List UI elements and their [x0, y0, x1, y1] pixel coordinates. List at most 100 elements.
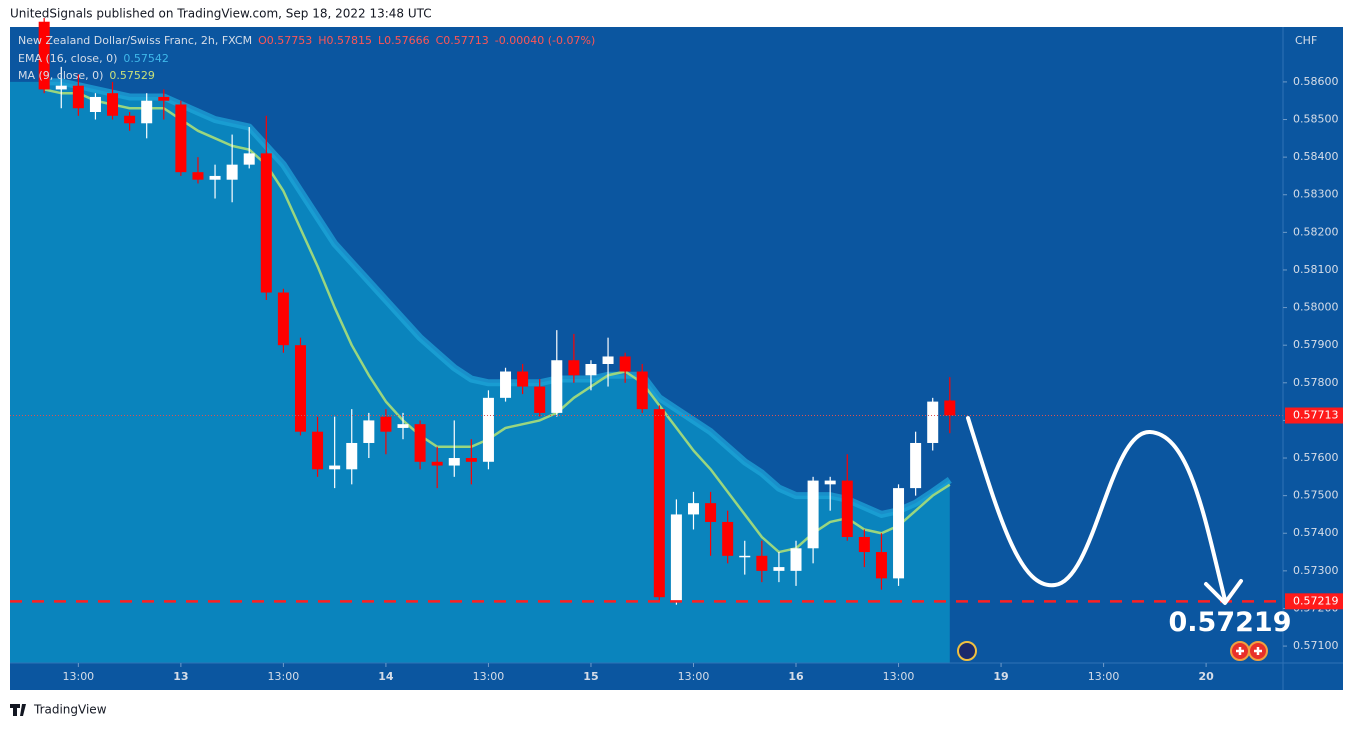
- candle-body: [107, 93, 119, 116]
- ohlc: H0.57815: [318, 34, 372, 47]
- x-tick-label: 13:00: [62, 670, 94, 683]
- y-tick-label: 0.57300: [1293, 564, 1339, 577]
- candle-body: [636, 371, 648, 410]
- candle-body: [653, 409, 665, 598]
- candle-body: [824, 480, 836, 485]
- y-tick-label: 0.58300: [1293, 188, 1339, 201]
- candle-body: [602, 356, 614, 364]
- y-tick-label: 0.57800: [1293, 376, 1339, 389]
- candle-body: [790, 548, 802, 571]
- price-tag-label: 0.57219: [1293, 594, 1339, 607]
- x-tick-label: 16: [788, 670, 804, 683]
- forecast-arrow: [1204, 579, 1243, 605]
- y-tick-label: 0.57100: [1293, 639, 1339, 652]
- candle-body: [209, 175, 221, 180]
- price-tag: [1285, 593, 1343, 610]
- price-tag: [1285, 407, 1343, 424]
- ohlc: L0.57666: [378, 34, 430, 47]
- candle-body: [431, 461, 443, 466]
- candle-body: [277, 292, 289, 346]
- x-tick-label: 19: [993, 670, 1008, 683]
- ch-cross: [1236, 647, 1244, 655]
- candle-body: [243, 153, 255, 165]
- candle-body: [705, 503, 717, 522]
- currency: CHF: [1295, 34, 1317, 47]
- plot-area: [10, 17, 1283, 664]
- x-tick-label: 20: [1198, 670, 1214, 683]
- y-tick-label: 0.57500: [1293, 489, 1339, 502]
- ema-line: [44, 78, 952, 518]
- symbol: New Zealand Dollar/Swiss Franc, 2h, FXCM: [18, 34, 252, 47]
- x-tick-label: 13: [173, 670, 188, 683]
- ohlc: C0.57713: [436, 34, 489, 47]
- candle-body: [175, 104, 187, 173]
- candle-body: [124, 115, 136, 124]
- forecast-curve: [966, 416, 1227, 602]
- nz-flag: [957, 641, 977, 661]
- candle-body: [500, 371, 512, 398]
- candle-body: [756, 555, 768, 571]
- candle-body: [910, 442, 922, 489]
- ch-cross: [1254, 647, 1262, 655]
- candle-body: [927, 401, 939, 443]
- ohlc: -0.00040 (-0.07%): [495, 34, 595, 47]
- candle-body: [141, 100, 153, 124]
- candle-body: [380, 416, 392, 432]
- y-tick-label: 0.58000: [1293, 301, 1339, 314]
- candle-body: [414, 424, 426, 462]
- candle-body: [89, 96, 101, 113]
- legend-value: 0.57529: [109, 69, 155, 82]
- candle-body: [260, 153, 272, 293]
- candle-body: [363, 420, 375, 443]
- legend-ema: EMA (16, close, 0) 0.57542: [18, 52, 169, 65]
- candle-body: [72, 85, 84, 109]
- legend-name: MA (9, close, 0): [18, 69, 103, 82]
- candle-body: [722, 521, 734, 556]
- footer-logo: [10, 704, 26, 716]
- y-tick-label: 0.58600: [1293, 75, 1339, 88]
- legend-ma: MA (9, close, 0) 0.57529: [18, 69, 155, 82]
- logo: [10, 704, 26, 716]
- target-annotation: 0.57219: [1169, 607, 1292, 638]
- y-tick-label: 0.57600: [1293, 451, 1339, 464]
- candle-body: [585, 363, 597, 376]
- legend-title: New Zealand Dollar/Swiss Franc, 2h, FXCM…: [18, 34, 595, 47]
- candle-body: [312, 431, 324, 470]
- candle-body: [773, 567, 785, 571]
- y-tick-label: 0.58100: [1293, 263, 1339, 276]
- forecast-drawing: [966, 416, 1243, 605]
- candle-body: [687, 503, 699, 515]
- candle-body: [38, 21, 50, 90]
- event-icons: [957, 641, 1268, 661]
- candle-body: [670, 514, 682, 601]
- candle-body: [158, 96, 170, 101]
- ohlc: O0.57753: [258, 34, 312, 47]
- price-tag-label: 0.57713: [1293, 409, 1339, 422]
- candle-body: [807, 480, 819, 549]
- x-tick-label: 13:00: [473, 670, 505, 683]
- candle-body: [739, 555, 751, 558]
- legend-name: EMA (16, close, 0): [18, 52, 117, 65]
- legend-value: 0.57542: [123, 52, 169, 65]
- x-tick-label: 13:00: [678, 670, 710, 683]
- x-tick-label: 13:00: [268, 670, 300, 683]
- candle-body: [397, 424, 409, 428]
- ma-line: [43, 88, 951, 554]
- candle-body: [294, 345, 306, 432]
- x-tick-label: 15: [583, 670, 598, 683]
- y-tick-label: 0.58200: [1293, 225, 1339, 238]
- candle-body: [346, 442, 358, 470]
- candle-body: [858, 537, 870, 553]
- candle-body: [551, 360, 563, 413]
- candle-body: [55, 85, 67, 90]
- candle-body: [568, 360, 580, 376]
- candle-body: [226, 164, 238, 180]
- footer: TradingView: [33, 703, 107, 717]
- header: UnitedSignals published on TradingView.c…: [10, 7, 432, 21]
- candle-body: [534, 386, 546, 413]
- candle-body: [619, 356, 631, 372]
- candle-body: [841, 480, 853, 538]
- candle-body: [893, 488, 905, 579]
- candle-body: [448, 458, 460, 466]
